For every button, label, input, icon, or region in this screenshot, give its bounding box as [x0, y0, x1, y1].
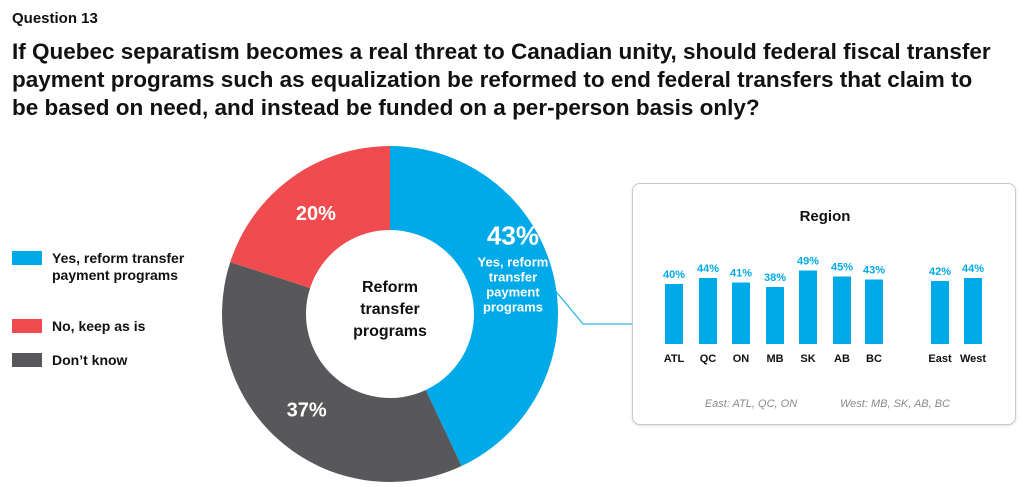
- region-value-qc: 44%: [697, 263, 719, 275]
- legend-item-dont-know: Don’t know: [12, 352, 212, 369]
- donut-label-0: 43%: [487, 221, 539, 251]
- region-value-west: 44%: [962, 263, 984, 275]
- region-value-mb: 38%: [764, 272, 786, 284]
- region-category-west: West: [960, 353, 986, 365]
- donut-label-2: 20%: [296, 203, 336, 225]
- region-value-atl: 40%: [663, 269, 685, 281]
- region-category-atl: ATL: [664, 353, 685, 365]
- donut-caption-0: Yes, reform transfer payment programs: [478, 255, 549, 315]
- region-value-sk: 49%: [797, 256, 819, 268]
- question-text: If Quebec separatism becomes a real thre…: [12, 39, 991, 120]
- legend-item-yes: Yes, reform transfer payment programs: [12, 250, 212, 284]
- region-note-east: East: ATL, QC, ON: [705, 398, 797, 410]
- donut-label-1: 37%: [287, 400, 327, 422]
- region-bar-mb: [766, 287, 784, 344]
- region-bar-on: [732, 282, 750, 344]
- region-panel: Region 40% ATL 44% QC 41% ON 38% MB 49% SK 45% AB 43%…: [632, 183, 1016, 425]
- region-note-west: West: MB, SK, AB, BC: [840, 398, 950, 410]
- region-bar-atl: [665, 284, 683, 344]
- legend-label-yes: Yes, reform transfer payment programs: [52, 250, 185, 283]
- region-bar-chart: Region 40% ATL 44% QC 41% ON 38% MB 49% SK 45% AB 43%…: [663, 208, 986, 410]
- region-value-on: 41%: [730, 268, 752, 280]
- region-value-bc: 43%: [863, 265, 885, 277]
- donut-slice-1: [222, 262, 462, 483]
- question-number: Question 13: [12, 10, 98, 27]
- region-bar-east: [931, 281, 949, 344]
- region-category-on: ON: [733, 353, 750, 365]
- legend-swatch-dont-know: [12, 353, 42, 367]
- donut-slice-0: [390, 146, 558, 467]
- region-category-east: East: [928, 353, 952, 365]
- region-bar-west: [964, 278, 982, 344]
- region-bar-bc: [865, 279, 883, 344]
- region-value-east: 42%: [929, 266, 951, 278]
- connector-line: [552, 287, 632, 325]
- region-category-sk: SK: [800, 353, 815, 365]
- legend-label-no: No, keep as is: [52, 318, 146, 334]
- region-category-ab: AB: [834, 353, 850, 365]
- region-category-qc: QC: [700, 353, 717, 365]
- legend-swatch-no: [12, 319, 42, 333]
- legend-item-no: No, keep as is: [12, 318, 212, 335]
- region-category-mb: MB: [766, 353, 783, 365]
- region-bar-sk: [799, 270, 817, 344]
- donut-slice-2: [230, 146, 390, 289]
- region-value-ab: 45%: [831, 262, 853, 274]
- region-category-bc: BC: [866, 353, 882, 365]
- region-bar-qc: [699, 278, 717, 344]
- legend-swatch-yes: [12, 251, 42, 265]
- legend-label-dont-know: Don’t know: [52, 352, 128, 368]
- donut-center-label: Reform transfer programs: [353, 279, 427, 340]
- region-bar-ab: [833, 276, 851, 344]
- region-title: Region: [800, 208, 851, 225]
